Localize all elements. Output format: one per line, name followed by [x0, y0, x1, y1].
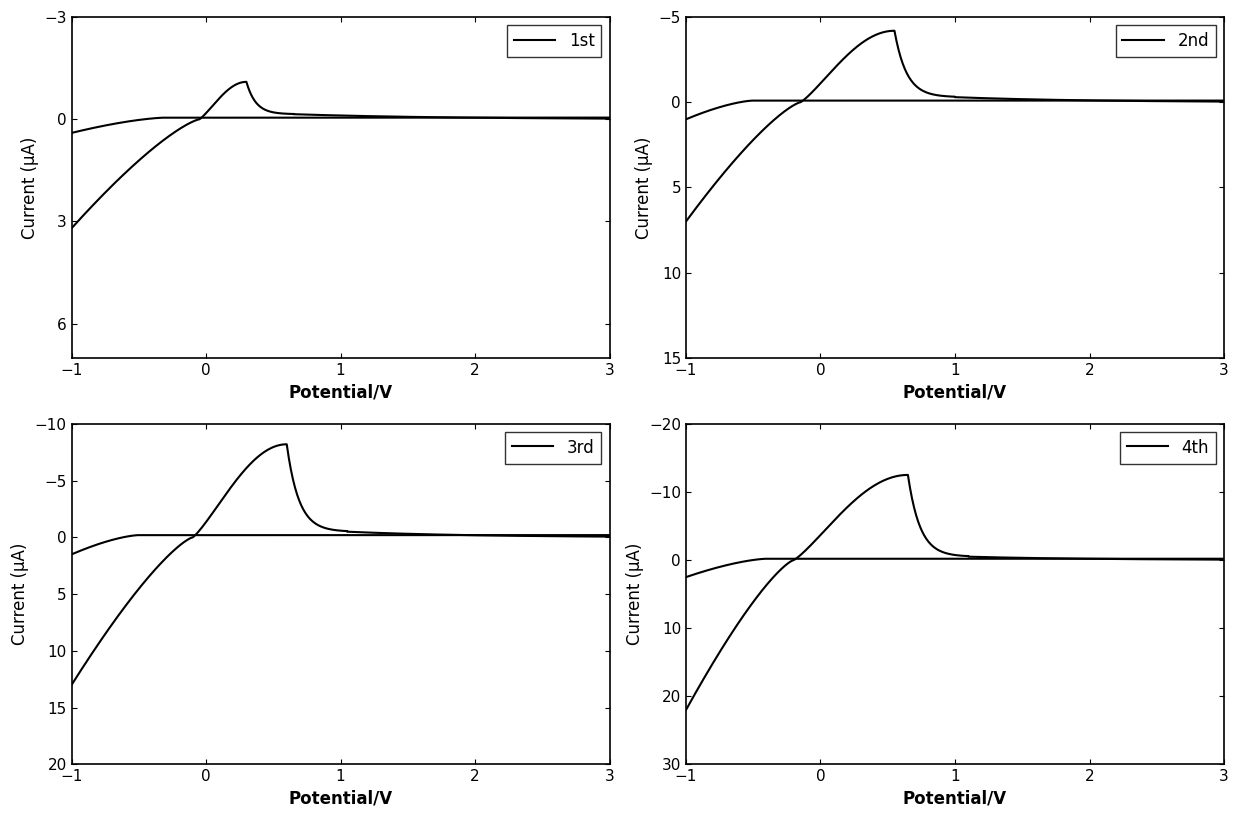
- Y-axis label: Current (μA): Current (μA): [635, 136, 653, 238]
- X-axis label: Potential/V: Potential/V: [903, 383, 1007, 401]
- Legend: 4th: 4th: [1120, 432, 1215, 464]
- X-axis label: Potential/V: Potential/V: [289, 790, 393, 808]
- Y-axis label: Current (μA): Current (μA): [11, 543, 29, 645]
- X-axis label: Potential/V: Potential/V: [903, 790, 1007, 808]
- Legend: 1st: 1st: [507, 25, 601, 57]
- Y-axis label: Current (μA): Current (μA): [21, 136, 38, 238]
- Y-axis label: Current (μA): Current (μA): [625, 543, 644, 645]
- X-axis label: Potential/V: Potential/V: [289, 383, 393, 401]
- Legend: 3rd: 3rd: [505, 432, 601, 464]
- Legend: 2nd: 2nd: [1116, 25, 1215, 57]
